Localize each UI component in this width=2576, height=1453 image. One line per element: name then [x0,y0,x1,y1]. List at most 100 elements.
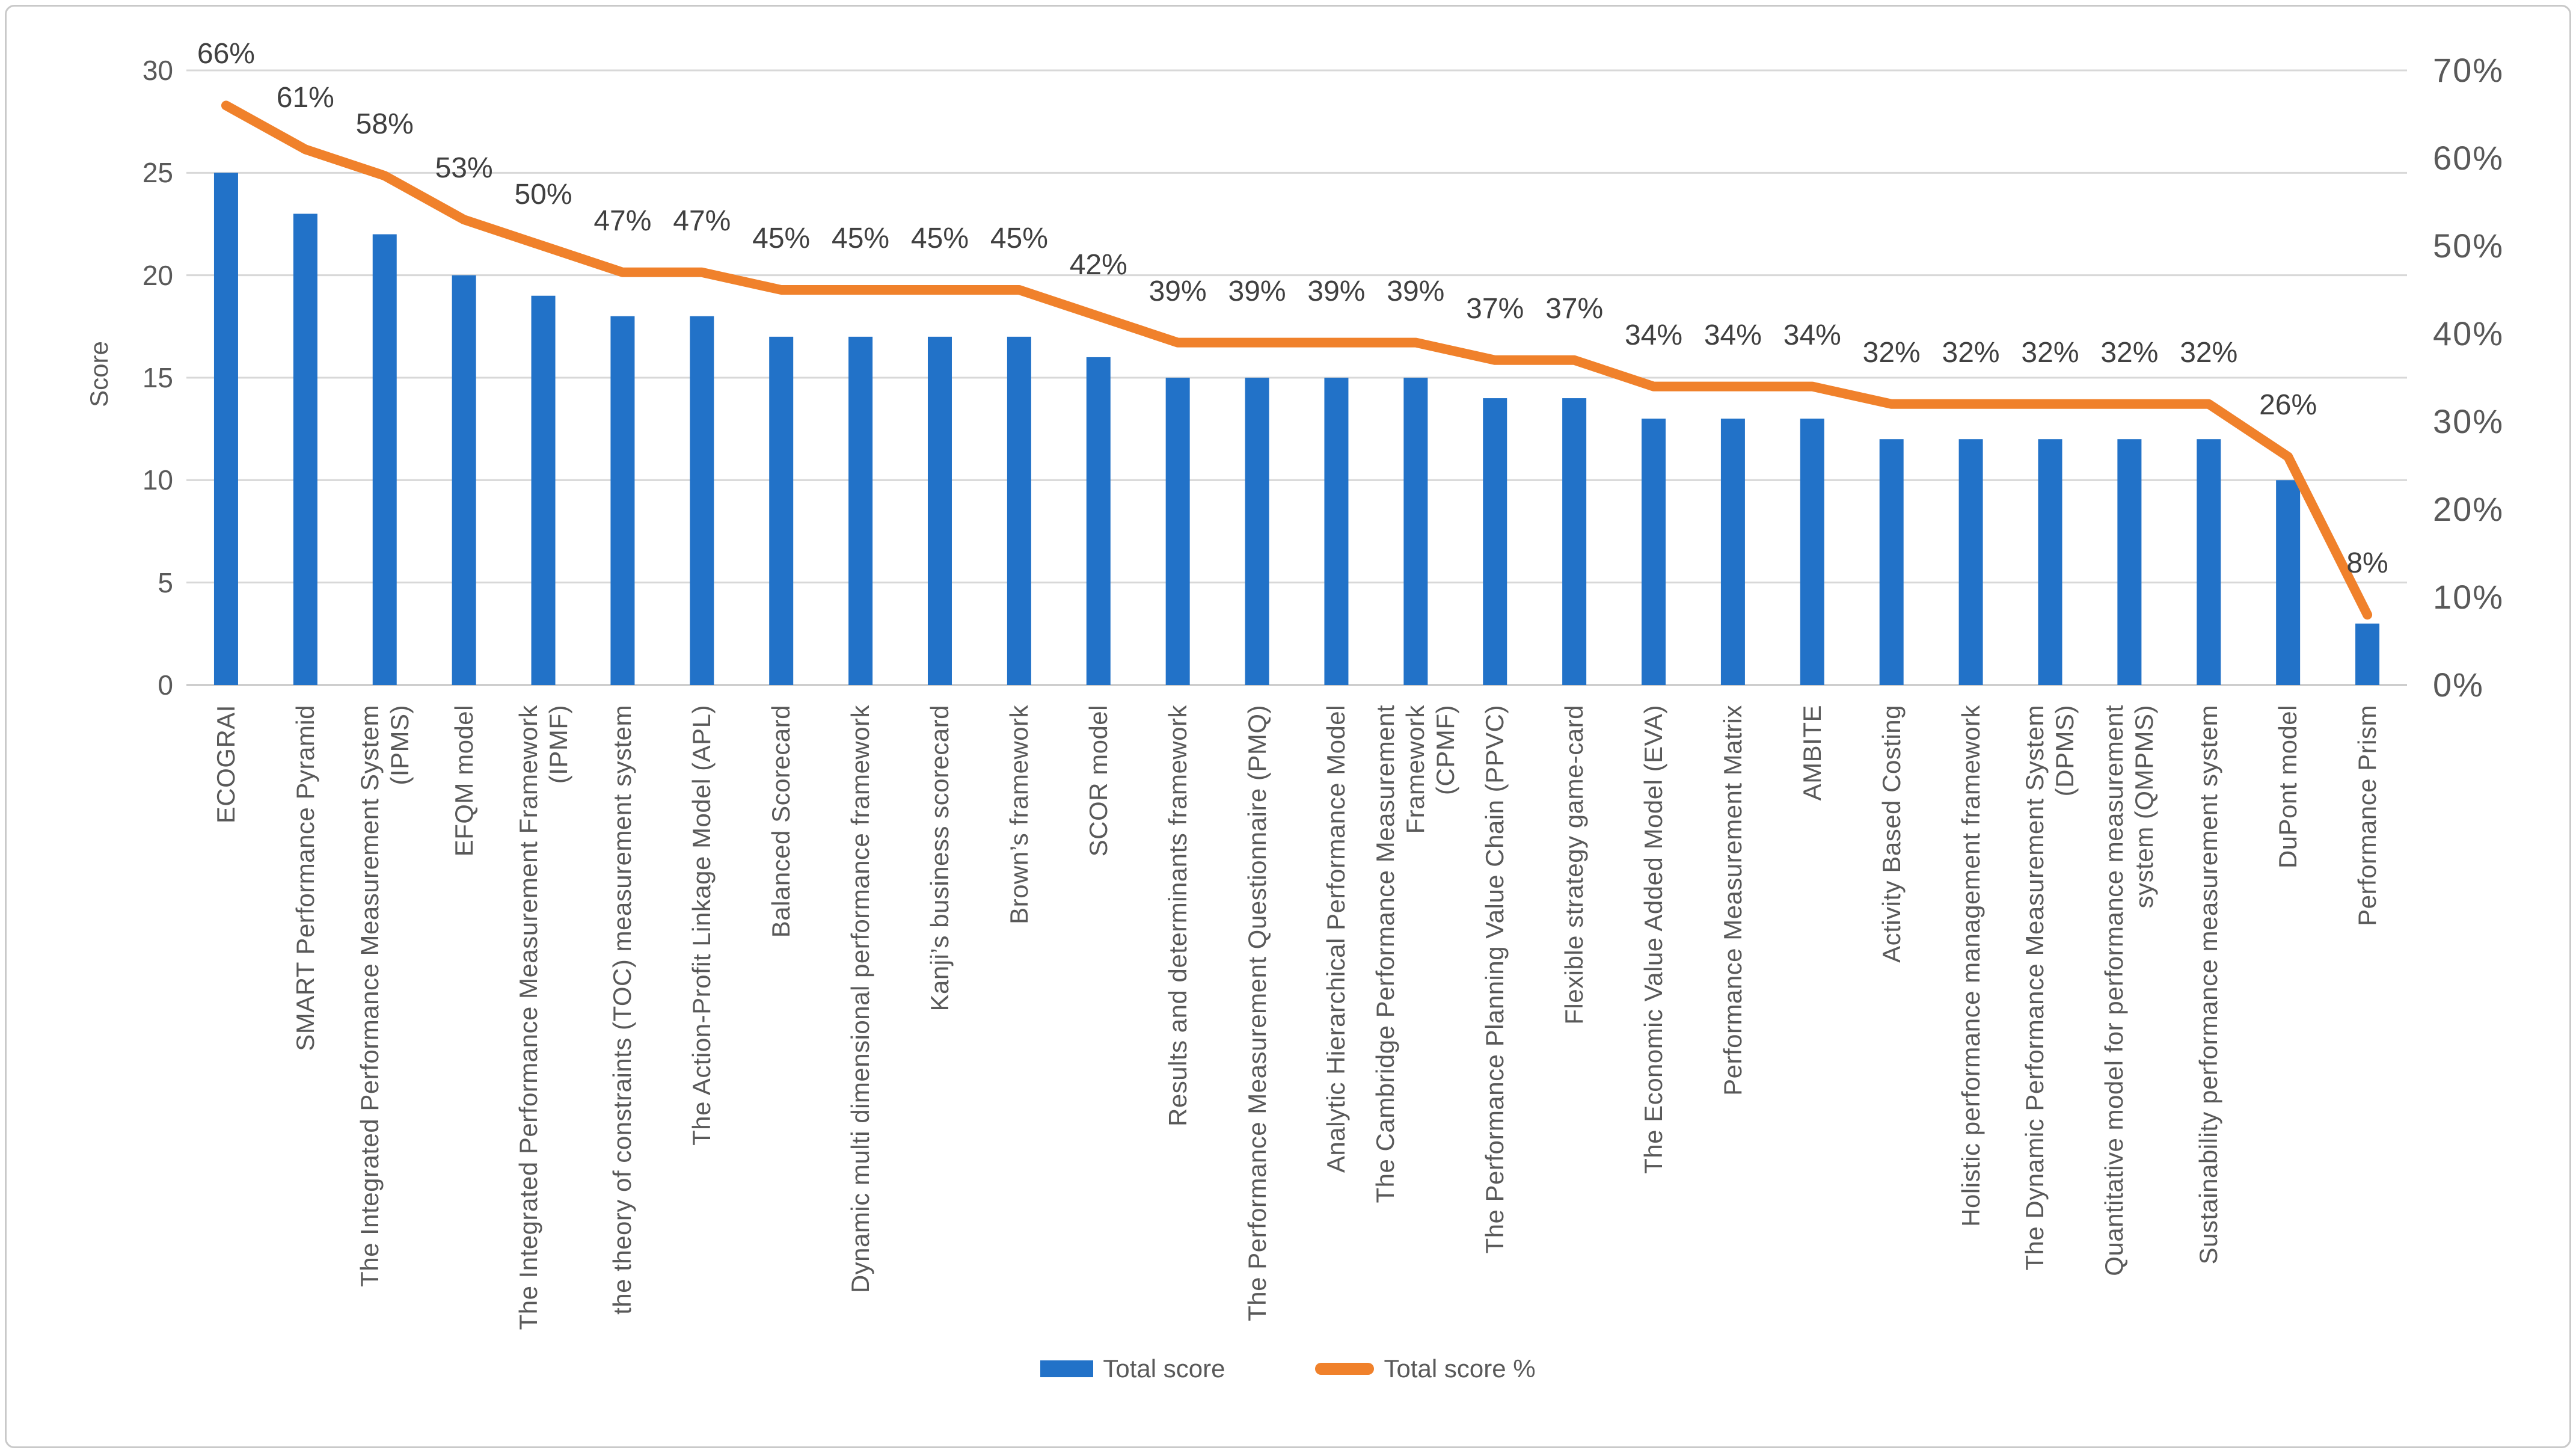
category-label: EFQM model [449,705,478,857]
right-axis-tick: 30% [2433,402,2504,440]
line-data-label: 37% [1466,292,1524,325]
line-data-label: 42% [1069,248,1127,281]
category-label: The Dynamic Performance Measurement Syst… [2020,705,2079,1271]
category-label: Activity Based Costing [1877,705,1906,963]
line-data-label: 34% [1783,319,1841,351]
category-label: Performance Prism [2353,705,2382,926]
bar [2038,439,2062,685]
line-data-label: 34% [1704,319,1762,351]
chart-frame [5,5,2571,1448]
bar [213,173,238,685]
right-axis-tick: 0% [2433,666,2484,704]
bar [2276,480,2301,685]
bar [1879,439,1904,685]
left-axis-title: Score [85,341,113,407]
line-data-label: 47% [593,204,652,237]
line-data-label: 61% [276,82,334,114]
bar [1958,439,1983,685]
category-label: The Economic Value Added Model (EVA) [1639,705,1668,1174]
bar [1800,419,1824,685]
bar [769,336,794,685]
line-data-label: 39% [1148,275,1207,307]
category-label: SMART Performance Pyramid [290,705,319,1051]
bar [1403,378,1428,685]
category-label: AMBITE [1797,705,1826,801]
bar-series-swatch [1040,1360,1094,1377]
bar [1245,378,1269,685]
left-axis-tick: 25 [142,157,173,189]
legend-item-total-score-pct: Total score % [1315,1354,1536,1383]
category-label: Brown’s framework [1004,705,1033,924]
line-data-label: 34% [1624,319,1683,351]
right-axis-tick: 60% [2433,139,2504,177]
legend-label: Total score [1103,1354,1225,1383]
bar [1007,336,1031,685]
category-label: SCOR model [1084,705,1112,857]
category-label: The Performance Planning Value Chain (PP… [1480,705,1509,1254]
line-data-label: 45% [752,223,811,254]
category-label: The Action-Profit Linkage Model (APL) [687,705,716,1146]
line-data-label: 53% [435,152,493,185]
bar [927,336,952,685]
bar [531,295,556,685]
line-data-label: 26% [2259,389,2317,422]
bar [452,275,476,686]
bar [1086,357,1111,685]
bar [372,234,397,685]
bar [293,213,317,685]
category-label: Flexible strategy game-card [1560,705,1589,1025]
line-data-label: 8% [2346,547,2388,580]
category-label: The Performance Measurement Questionnair… [1242,705,1271,1321]
left-axis-tick: 0 [158,669,173,701]
legend: Total score Total score % [0,1354,2576,1383]
category-label: Quantitative model for performance measu… [2100,705,2159,1276]
bar [1720,419,1745,685]
legend-label: Total score % [1384,1354,1536,1383]
bar [1324,378,1349,685]
left-axis-tick: 5 [158,567,173,598]
right-axis-tick: 50% [2433,227,2504,265]
category-label: The Cambridge Performance Measurement Fr… [1371,705,1460,1203]
bar [848,336,873,685]
line-data-label: 45% [990,223,1048,254]
left-axis-tick: 15 [142,362,173,393]
right-axis-tick: 20% [2433,490,2504,528]
bar [2355,623,2380,685]
category-label: Sustainability performance measurement s… [2194,705,2223,1265]
category-label: The Integrated Performance Measurement F… [514,705,572,1330]
trend-line [221,100,2373,620]
category-label: Results and determinants framework [1163,705,1192,1126]
category-label: Balanced Scorecard [767,705,796,938]
category-label: Kanji’s business scorecard [925,705,954,1012]
line-data-label: 32% [2021,336,2079,369]
line-data-label: 37% [1545,292,1604,325]
bar [1165,378,1190,685]
left-axis-tick: 30 [142,55,173,86]
line-data-label: 39% [1228,275,1286,307]
left-axis-tick: 20 [142,259,173,291]
category-label: The Integrated Performance Measurement S… [355,705,414,1287]
legend-item-total-score: Total score [1040,1354,1225,1383]
bar [2117,439,2142,685]
line-data-label: 32% [1862,336,1921,369]
category-label: ECOGRAI [211,705,240,824]
line-data-label: 39% [1387,275,1445,307]
bar [1562,398,1587,685]
line-data-label: 39% [1307,275,1366,307]
right-axis-tick: 70% [2433,51,2504,89]
category-label: DuPont model [2274,705,2302,869]
left-axis-tick: 10 [142,464,173,496]
line-data-label: 32% [2180,336,2238,369]
line-data-label: 32% [2100,336,2159,369]
right-axis-tick: 10% [2433,578,2504,616]
category-label: Performance Measurement Matrix [1718,705,1747,1096]
category-label: the theory of constraints (TOC) measurem… [608,705,637,1315]
line-series-swatch [1315,1363,1375,1375]
line-data-label: 58% [355,108,414,141]
line-data-label: 47% [673,204,731,237]
bar [690,316,714,685]
line-data-label: 50% [514,179,572,210]
bar [1642,419,1666,685]
line-data-label: 45% [832,223,890,254]
